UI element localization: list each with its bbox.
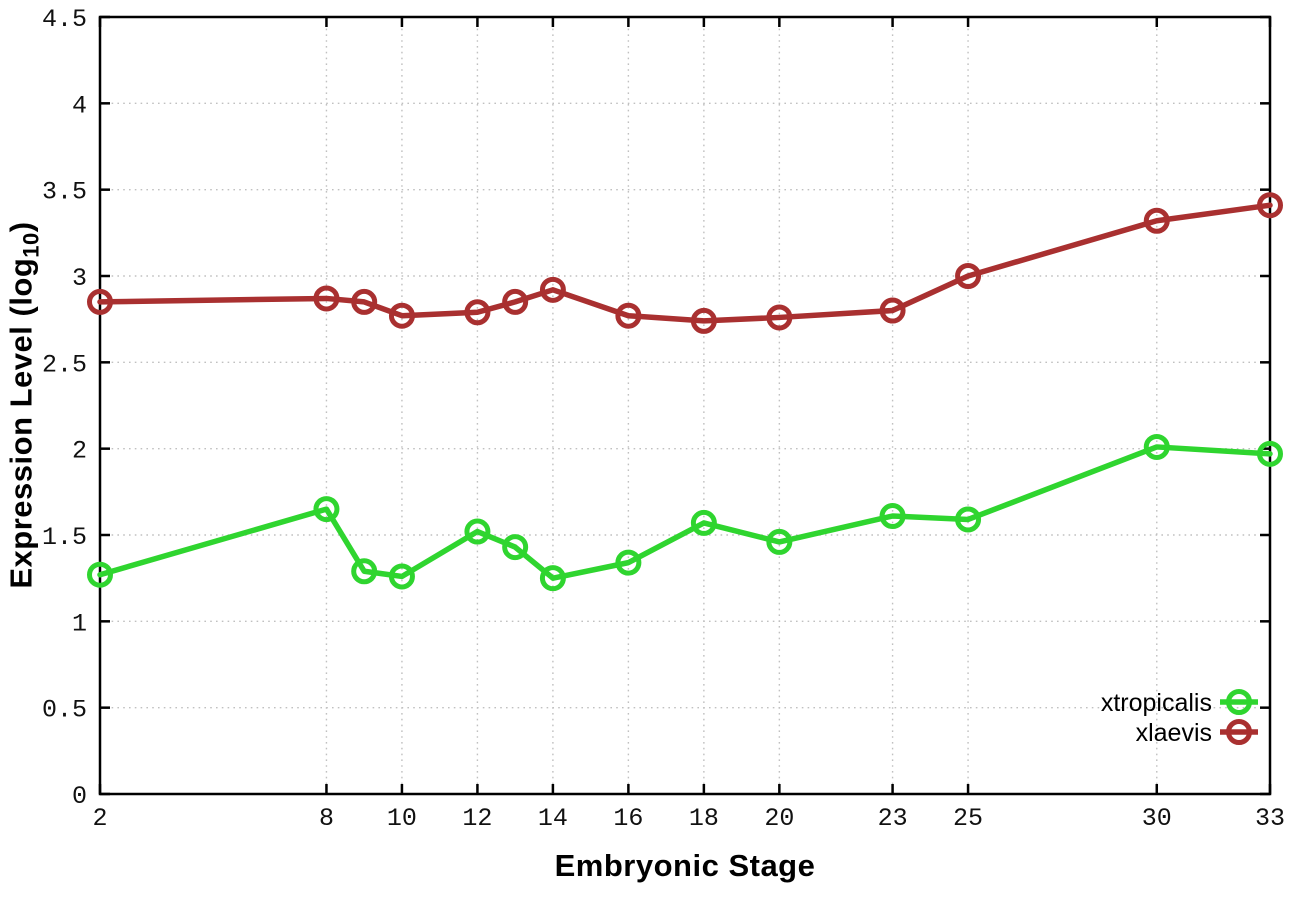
data-point-xtropicalis-stage-30 bbox=[1143, 433, 1170, 460]
x-tick-label: 14 bbox=[538, 804, 568, 833]
data-point-xtropicalis-stage-14 bbox=[539, 565, 566, 592]
y-tick-label: 2 bbox=[72, 437, 87, 466]
y-axis-title-subscript: 10 bbox=[18, 232, 44, 258]
legend-sample-marker-xlaevis bbox=[1226, 719, 1252, 745]
data-point-xlaevis-stage-12 bbox=[464, 299, 491, 326]
y-tick-label: 4.5 bbox=[42, 5, 87, 34]
data-point-xlaevis-stage-16 bbox=[615, 302, 642, 329]
y-tick-label: 2.5 bbox=[42, 350, 87, 379]
x-tick-label: 18 bbox=[689, 804, 719, 833]
y-tick-label: 3.5 bbox=[42, 178, 87, 207]
x-tick-label: 16 bbox=[613, 804, 643, 833]
legend-sample-marker-xtropicalis bbox=[1226, 689, 1252, 715]
data-point-xtropicalis-stage-12 bbox=[464, 518, 491, 545]
legend-label-xtropicalis: xtropicalis bbox=[1101, 689, 1212, 717]
x-tick-label: 12 bbox=[462, 804, 492, 833]
data-point-xlaevis-stage-8 bbox=[313, 285, 340, 312]
data-point-xlaevis-stage-30 bbox=[1143, 207, 1170, 234]
x-tick-label: 10 bbox=[387, 804, 417, 833]
x-tick-label: 33 bbox=[1255, 804, 1285, 833]
data-point-xtropicalis-stage-13 bbox=[502, 534, 529, 561]
y-axis-title: Expression Level (log10) bbox=[3, 221, 44, 588]
x-tick-label: 20 bbox=[764, 804, 794, 833]
x-axis-title: Embryonic Stage bbox=[554, 848, 816, 883]
data-point-xtropicalis-stage-20 bbox=[766, 528, 793, 555]
data-point-xlaevis-stage-10 bbox=[388, 302, 415, 329]
y-tick-label: 4 bbox=[72, 91, 87, 120]
data-point-xtropicalis-stage-33 bbox=[1257, 440, 1283, 467]
y-tick-label: 3 bbox=[72, 264, 87, 293]
x-tick-label: 25 bbox=[953, 804, 983, 833]
data-point-xtropicalis-stage-10 bbox=[388, 563, 415, 590]
data-point-xtropicalis-stage-8 bbox=[313, 496, 340, 523]
data-point-xlaevis-stage-25 bbox=[955, 263, 982, 289]
data-point-xtropicalis-stage-2 bbox=[87, 561, 113, 588]
legend-label-xlaevis: xlaevis bbox=[1136, 719, 1212, 747]
y-tick-label: 0 bbox=[72, 782, 87, 811]
data-point-xlaevis-stage-23 bbox=[879, 297, 906, 324]
series-line-xlaevis bbox=[97, 202, 1273, 324]
data-point-xlaevis-stage-13 bbox=[502, 288, 529, 315]
plot-border bbox=[98, 15, 1272, 796]
y-tick-label: 0.5 bbox=[42, 696, 87, 725]
data-point-xlaevis-stage-9 bbox=[351, 288, 378, 315]
y-axis-title-suffix: ) bbox=[3, 221, 39, 233]
data-point-xlaevis-stage-33 bbox=[1257, 192, 1283, 219]
y-axis-title-text: Expression Level (log bbox=[3, 257, 39, 589]
x-tick-label: 23 bbox=[878, 804, 908, 833]
x-tick-label: 8 bbox=[319, 804, 334, 833]
data-point-xlaevis-stage-14 bbox=[539, 276, 566, 303]
x-tick-label: 30 bbox=[1142, 804, 1172, 833]
data-point-xtropicalis-stage-16 bbox=[615, 549, 642, 576]
data-point-xlaevis-stage-2 bbox=[87, 288, 113, 315]
data-point-xtropicalis-stage-23 bbox=[879, 503, 906, 530]
y-tick-label: 1 bbox=[72, 609, 87, 638]
y-tick-label: 1.5 bbox=[42, 523, 87, 552]
data-point-xlaevis-stage-20 bbox=[766, 304, 793, 331]
data-point-xlaevis-stage-18 bbox=[690, 307, 717, 334]
data-point-xtropicalis-stage-25 bbox=[955, 506, 982, 533]
data-point-xtropicalis-stage-18 bbox=[690, 509, 717, 536]
x-tick-label: 2 bbox=[92, 804, 107, 833]
series-line-xtropicalis bbox=[97, 444, 1273, 581]
data-point-xtropicalis-stage-9 bbox=[351, 558, 378, 585]
